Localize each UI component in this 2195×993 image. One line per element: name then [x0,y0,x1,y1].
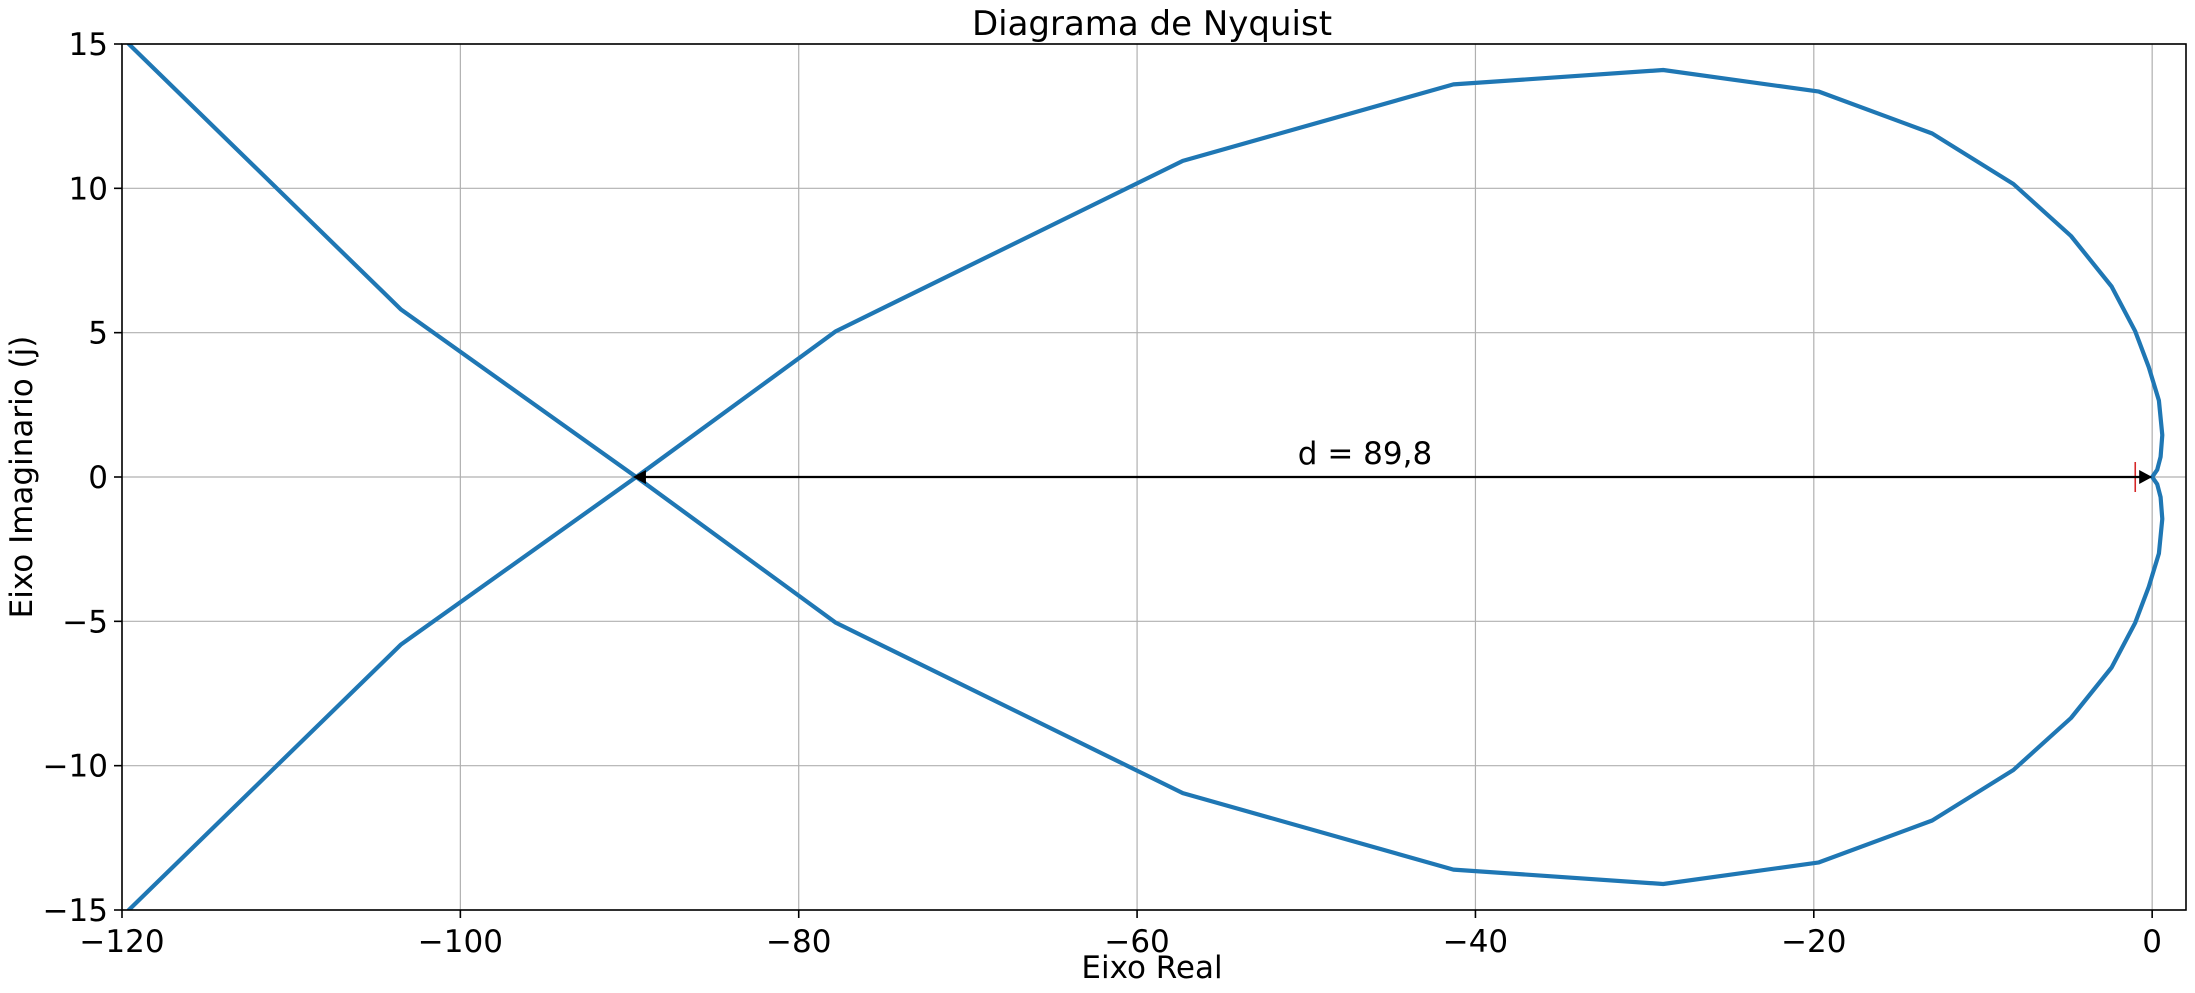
x-tick-label: −40 [1443,924,1508,960]
x-tick-label: −20 [1781,924,1846,960]
y-tick-label: 5 [88,316,108,352]
x-tick-label: 0 [2142,924,2162,960]
ticks-layer: −120 −100 −80 −60 −40 −20 0 −15 −10 −5 0 5 10 15 [43,27,2162,960]
x-axis-label: Eixo Real [1081,950,1222,986]
arrow-head-right [2139,470,2153,484]
y-tick-label: −5 [62,604,108,640]
series-layer [126,44,2165,910]
distance-annotation: d = 89,8 [1298,436,1432,472]
y-tick-label: 0 [88,460,108,496]
y-tick-label: 15 [69,27,108,63]
x-tick-label: −60 [1104,924,1169,960]
arrow-head-left [632,470,646,484]
x-tick-label: −100 [418,924,503,960]
annotation-layer: d = 89,8 [632,436,2153,492]
y-axis-label: Eixo Imaginario (j) [4,336,40,619]
y-tick-label: −15 [43,893,108,929]
x-tick-label: −120 [79,924,164,960]
y-tick-label: −10 [43,749,108,785]
y-tick-label: 10 [69,171,108,207]
x-tick-label: −80 [766,924,831,960]
nyquist-curve [126,44,2165,910]
chart-title: Diagrama de Nyquist [972,4,1332,44]
